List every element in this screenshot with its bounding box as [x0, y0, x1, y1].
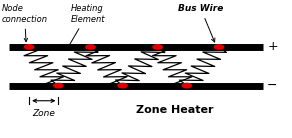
Circle shape [153, 45, 162, 49]
Text: Zone Heater: Zone Heater [136, 105, 214, 115]
Text: Node
connection: Node connection [1, 4, 48, 42]
Text: −: − [267, 79, 278, 92]
Circle shape [118, 83, 127, 88]
Circle shape [86, 45, 95, 49]
Circle shape [214, 45, 224, 49]
Text: +: + [267, 40, 278, 53]
Text: Heating
Element: Heating Element [66, 4, 105, 51]
Circle shape [25, 45, 34, 49]
Text: Bus Wire: Bus Wire [178, 4, 223, 42]
Circle shape [182, 83, 192, 88]
Text: Zone: Zone [32, 109, 55, 118]
Circle shape [54, 83, 63, 88]
